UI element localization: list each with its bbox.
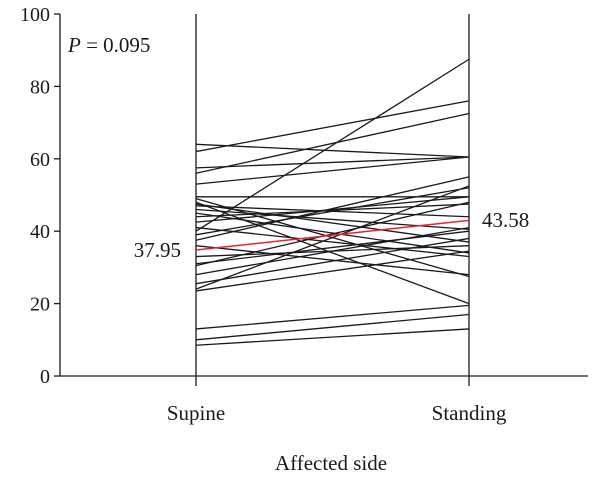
- p-symbol: P: [67, 33, 81, 57]
- patient-line: [195, 226, 470, 258]
- patient-line: [195, 185, 470, 290]
- patient-line: [195, 250, 470, 292]
- category-label-standing: Standing: [432, 401, 507, 425]
- axes: 0 20 40 60 80 100: [20, 4, 588, 388]
- p-value-text: = 0.095: [81, 33, 151, 57]
- y-tick-label: 20: [30, 294, 50, 316]
- patient-line: [195, 304, 470, 330]
- y-tick-label: 0: [40, 366, 50, 388]
- supine-mean-label: 37.95: [134, 238, 181, 262]
- patient-line: [195, 208, 470, 231]
- patient-line: [195, 176, 470, 241]
- p-value-annotation: P = 0.095: [67, 33, 150, 57]
- y-tick-label: 60: [30, 149, 50, 171]
- category-label-supine: Supine: [167, 401, 225, 425]
- y-tick-label: 80: [30, 76, 50, 98]
- labels: P = 0.095 37.95 43.58 Supine Standing Af…: [67, 33, 529, 475]
- patient-line: [195, 100, 470, 153]
- series-lines: [195, 58, 470, 346]
- patient-line: [195, 328, 470, 346]
- patient-line: [195, 187, 470, 236]
- patient-line: [195, 201, 470, 305]
- patient-line: [195, 201, 470, 267]
- patient-line: [195, 313, 470, 341]
- patient-line: [195, 143, 470, 158]
- y-tick-label: 100: [20, 4, 50, 26]
- patient-line: [195, 203, 470, 218]
- x-axis-title: Affected side: [275, 451, 387, 475]
- patient-line: [195, 196, 470, 223]
- patient-line: [195, 226, 470, 276]
- patient-line: [195, 112, 470, 174]
- y-tick-label: 40: [30, 221, 50, 243]
- patient-line: [195, 156, 470, 185]
- patient-line: [195, 156, 470, 169]
- patient-line: [195, 237, 470, 285]
- standing-mean-label: 43.58: [482, 208, 529, 232]
- patient-line: [195, 230, 470, 265]
- mean-line: [195, 219, 470, 251]
- patient-line: [195, 58, 470, 232]
- patient-line: [195, 245, 470, 276]
